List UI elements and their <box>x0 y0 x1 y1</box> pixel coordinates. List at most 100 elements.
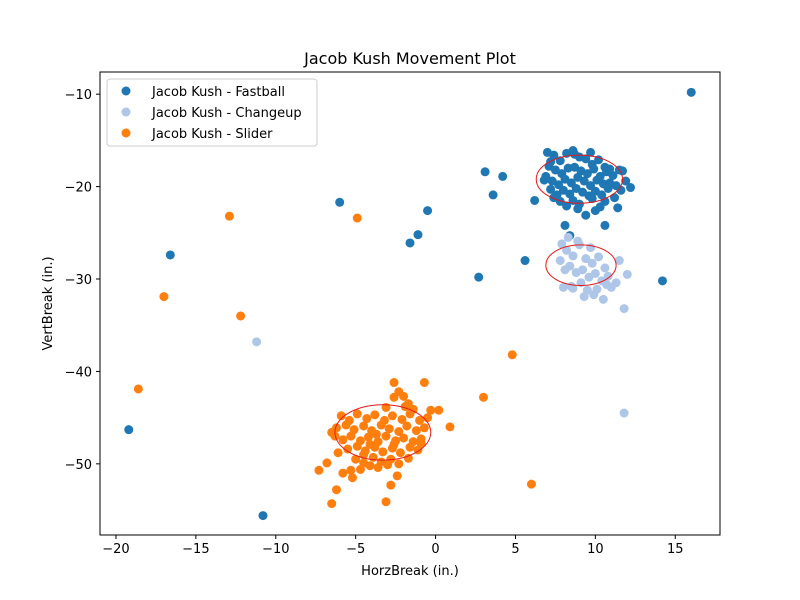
data-point <box>258 511 268 521</box>
data-point <box>581 254 591 264</box>
data-point <box>399 433 409 443</box>
data-point <box>555 256 565 266</box>
data-point <box>613 203 623 213</box>
data-point <box>224 211 234 221</box>
x-tick-label: −5 <box>346 542 365 557</box>
data-point <box>557 239 567 249</box>
data-point <box>355 464 365 474</box>
x-tick-label: 0 <box>431 542 439 557</box>
data-point <box>133 384 143 394</box>
x-tick-label: −10 <box>262 542 289 557</box>
data-point <box>346 431 356 441</box>
y-axis-ticks: −10 −20 −30 −40 −50 <box>65 88 100 473</box>
data-point <box>546 184 556 194</box>
data-point <box>327 499 337 509</box>
data-point <box>402 421 412 431</box>
data-point <box>606 282 616 292</box>
data-point <box>368 452 378 462</box>
data-point <box>370 410 380 420</box>
y-tick-label: −40 <box>65 365 92 380</box>
legend-label: Jacob Kush - Changeup <box>151 106 302 121</box>
data-point <box>314 465 324 475</box>
data-point <box>419 423 429 433</box>
data-point <box>563 232 573 242</box>
data-point <box>336 411 346 421</box>
data-point <box>626 183 636 193</box>
x-tick-label: 10 <box>587 542 604 557</box>
cluster-ellipse <box>535 154 624 204</box>
data-point <box>386 480 396 490</box>
data-point <box>389 378 399 388</box>
cluster-ellipse <box>545 244 617 286</box>
data-point <box>383 460 393 470</box>
data-point <box>657 276 667 286</box>
data-point <box>373 463 383 473</box>
series-3-points <box>133 211 536 509</box>
data-point <box>479 392 489 402</box>
data-point <box>389 439 399 449</box>
x-axis-label: HorzBreak (in.) <box>361 564 459 579</box>
data-point <box>415 415 425 425</box>
legend-label: Jacob Kush - Slider <box>151 127 273 142</box>
data-point <box>351 454 361 464</box>
data-point <box>589 290 599 300</box>
data-point <box>165 250 175 260</box>
legend: Jacob Kush - Fastball Jacob Kush - Change… <box>106 78 318 147</box>
data-point <box>338 435 348 445</box>
data-point <box>568 283 578 293</box>
data-point <box>586 243 596 253</box>
data-point <box>558 282 568 292</box>
data-point <box>587 258 597 268</box>
data-point <box>363 432 373 442</box>
data-point <box>616 185 626 195</box>
x-tick-label: 5 <box>511 542 519 557</box>
data-point <box>378 447 388 457</box>
data-point <box>381 497 391 507</box>
data-point <box>352 409 362 419</box>
data-point <box>600 220 610 230</box>
data-point <box>236 311 246 321</box>
data-point <box>610 193 620 203</box>
data-point <box>526 479 536 489</box>
y-axis-label: VertBreak (in.) <box>41 256 56 350</box>
data-point <box>419 378 429 388</box>
data-point <box>384 424 394 434</box>
data-point <box>365 461 375 471</box>
legend-marker <box>121 107 131 117</box>
data-point <box>399 391 409 401</box>
data-point <box>686 87 696 97</box>
data-point <box>341 420 351 430</box>
data-point <box>530 195 540 205</box>
cluster-ellipse <box>334 404 432 461</box>
data-point <box>392 471 402 481</box>
data-point <box>590 268 600 278</box>
data-point <box>394 459 404 469</box>
data-point <box>586 147 596 157</box>
data-point <box>445 422 455 432</box>
data-point <box>347 473 357 483</box>
data-point <box>359 421 369 431</box>
data-point <box>579 292 589 302</box>
cluster-ellipses <box>334 154 624 461</box>
data-point <box>598 294 608 304</box>
data-point <box>619 304 629 314</box>
data-point <box>474 272 484 282</box>
data-point <box>589 164 599 174</box>
data-point <box>343 444 353 454</box>
data-point <box>573 204 583 214</box>
data-point <box>159 292 169 302</box>
data-point <box>333 448 343 458</box>
legend-marker <box>121 86 131 96</box>
data-point <box>520 256 530 266</box>
data-point <box>594 252 604 262</box>
data-point <box>416 439 426 449</box>
y-tick-label: −30 <box>65 273 92 288</box>
plot-area: −20 −15 −10 −5 0 5 10 15 −10−20−30−40−50 <box>65 71 721 557</box>
legend-label: Jacob Kush - Fastball <box>151 85 285 100</box>
data-point <box>594 155 604 165</box>
data-point <box>322 458 332 468</box>
data-point <box>562 201 572 211</box>
data-point <box>405 238 415 248</box>
data-point <box>405 442 415 452</box>
